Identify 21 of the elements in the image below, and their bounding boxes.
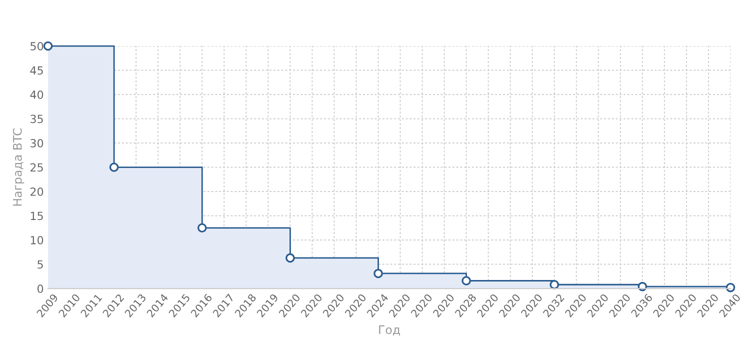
y-tick-label: 5 xyxy=(38,260,43,269)
point xyxy=(109,162,119,172)
y-tick-label: 20 xyxy=(30,187,44,196)
y-tick-label: 35 xyxy=(30,114,43,124)
point xyxy=(726,282,736,292)
y-tick-label: 0 xyxy=(37,284,44,293)
y-tick-label: 15 xyxy=(30,212,43,220)
x-axis-title: Год xyxy=(379,325,400,336)
point xyxy=(374,268,383,278)
y-tick-label: 10 xyxy=(30,236,44,244)
point xyxy=(43,41,53,51)
point xyxy=(197,223,207,233)
y-tick-label: 30 xyxy=(30,138,44,148)
y-tick-label: 25 xyxy=(30,163,43,172)
y-tick-label: 50 xyxy=(30,42,44,50)
point xyxy=(286,253,295,263)
y-tick-label: 45 xyxy=(30,66,43,75)
y-tick-label: 40 xyxy=(30,90,44,99)
y-axis-title: Награда BTC xyxy=(12,128,24,206)
point xyxy=(550,280,560,290)
point xyxy=(462,276,471,286)
